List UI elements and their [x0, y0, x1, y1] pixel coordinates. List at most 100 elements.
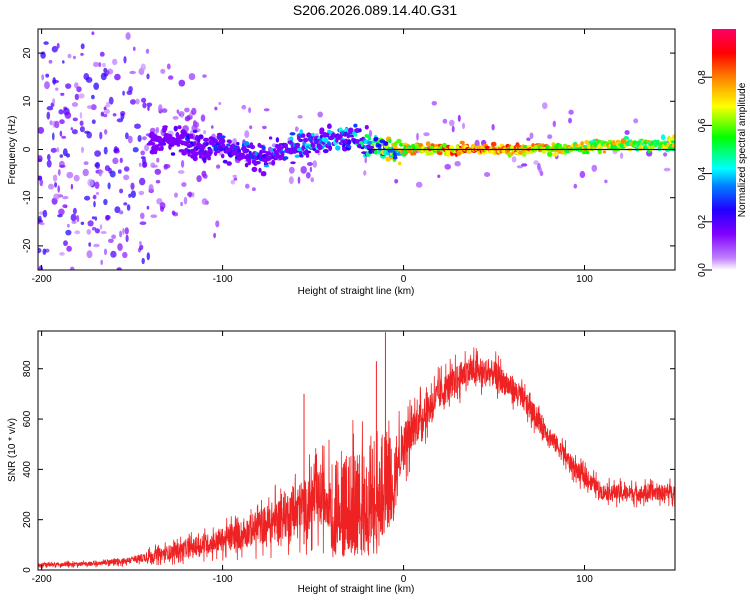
- colorbar-tick-label: 0.4: [697, 166, 708, 180]
- heatmap-noise-blob: [248, 107, 252, 114]
- heatmap-ridge-blob: [265, 151, 272, 156]
- heatmap-ridge-blob: [308, 135, 312, 142]
- snr-y-tick-label: 800: [22, 360, 33, 377]
- heatmap-ridge-blob: [418, 143, 424, 148]
- heatmap-noise-blob: [103, 248, 108, 256]
- colorbar-tick-label: 0.0: [697, 263, 708, 277]
- heatmap-ridge-blob: [300, 133, 306, 138]
- heatmap-noise-blob: [579, 170, 586, 179]
- heatmap-noise-blob: [93, 82, 100, 90]
- heatmap-noise-blob: [663, 167, 671, 172]
- heatmap-ridge-blob: [162, 125, 169, 129]
- heatmap-noise-blob: [140, 212, 145, 219]
- heatmap-noise-blob: [232, 174, 237, 178]
- heatmap-ridge-blob: [251, 166, 258, 173]
- heatmap-noise-blob: [529, 132, 534, 139]
- heatmap-ridge-blob: [283, 156, 289, 160]
- heatmap-ridge-blob: [656, 139, 660, 146]
- heatmap-ridge-blob: [347, 145, 352, 149]
- heatmap-noise-blob: [142, 136, 147, 141]
- heatmap-noise-blob: [140, 150, 145, 156]
- heatmap-noise-blob: [103, 146, 108, 155]
- heatmap-noise-blob: [132, 147, 139, 153]
- heatmap-noise-blob: [168, 75, 174, 80]
- heatmap-noise-blob: [72, 55, 76, 60]
- heatmap-ridge-blob: [327, 123, 332, 129]
- heatmap-ridge-blob: [244, 162, 249, 168]
- colorbar-ticks: 0.0 0.2 0.4 0.6 0.8: [697, 70, 712, 277]
- heatmap-noise-blob: [125, 32, 131, 40]
- heatmap-x-tick-label: 0: [401, 274, 407, 285]
- heatmap-noise-blob: [300, 166, 307, 174]
- heatmap-noise-blob: [52, 132, 55, 141]
- heatmap-ridge-blob: [360, 141, 364, 147]
- heatmap-ridge-blob: [192, 155, 198, 162]
- heatmap-ridge-blob: [198, 146, 205, 150]
- heatmap-noise-blob: [43, 41, 49, 45]
- heatmap-noise-blob: [59, 164, 66, 168]
- heatmap-noise-blob: [394, 179, 399, 184]
- heatmap-x-tick-label: 100: [576, 274, 593, 285]
- heatmap-ridge-blob: [289, 140, 293, 145]
- heatmap-noise-blob: [55, 87, 59, 91]
- heatmap-noise-blob: [78, 93, 85, 99]
- heatmap-ridge-blob: [666, 142, 671, 146]
- heatmap-ridge-blob: [335, 145, 341, 151]
- heatmap-ridge-blob: [173, 125, 178, 132]
- heatmap-ridge-blob: [521, 152, 527, 157]
- heatmap-y-tick-label: 20: [22, 47, 33, 59]
- heatmap-noise-blob: [288, 176, 294, 185]
- heatmap-noise-blob: [54, 182, 58, 188]
- heatmap-noise-blob: [99, 51, 105, 57]
- snr-x-ticks: -200 -100 0 100: [32, 331, 593, 585]
- page-title: S206.2026.089.14.40.G31: [292, 2, 458, 18]
- heatmap-ridge-blob: [254, 160, 261, 165]
- heatmap-noise-blob: [57, 169, 61, 176]
- heatmap-noise-blob: [127, 135, 133, 144]
- heatmap-noise-blob: [59, 130, 63, 137]
- heatmap-noise-blob: [108, 96, 114, 105]
- heatmap-noise-blob: [74, 93, 80, 101]
- heatmap-noise-blob: [155, 179, 161, 184]
- heatmap-noise-blob: [80, 52, 84, 56]
- heatmap-noise-blob: [62, 196, 69, 200]
- heatmap-ridge-blob: [490, 141, 497, 147]
- heatmap-ridge-blob: [442, 142, 447, 148]
- heatmap-noise-blob: [437, 174, 441, 178]
- heatmap-noise-blob: [51, 45, 58, 53]
- heatmap-noise-blob: [59, 154, 64, 158]
- heatmap-ridge-blob: [346, 132, 351, 139]
- heatmap-ridge-blob: [295, 142, 301, 147]
- heatmap-noise-blob: [84, 195, 91, 201]
- heatmap-ridge-blob: [202, 156, 207, 163]
- heatmap-ridge-blob: [307, 150, 311, 154]
- heatmap-noise-blob: [633, 118, 639, 124]
- heatmap-noise-blob: [49, 120, 53, 126]
- heatmap-ridge-blob: [526, 144, 532, 148]
- heatmap-ridge-blob: [213, 138, 218, 144]
- heatmap-ridge-blob: [170, 152, 176, 156]
- heatmap-ridge-blob: [160, 145, 164, 151]
- heatmap-noise-blob: [67, 53, 72, 59]
- heatmap-noise-blob: [84, 130, 90, 134]
- heatmap-ridge-blob: [181, 151, 187, 156]
- heatmap-noise-blob: [142, 163, 147, 168]
- heatmap-x-tick-label: -200: [32, 274, 52, 285]
- heatmap-ridge-blob: [643, 145, 648, 150]
- heatmap-noise-blob: [154, 168, 162, 175]
- heatmap-noise-blob: [54, 120, 60, 129]
- heatmap-noise-blob: [62, 60, 65, 64]
- heatmap-noise-blob: [163, 164, 168, 170]
- snr-frame: [37, 330, 676, 571]
- heatmap-ridge-blob: [149, 141, 156, 146]
- heatmap-noise-blob: [181, 160, 185, 168]
- heatmap-noise-blob: [178, 79, 186, 87]
- heatmap-noise-blob: [187, 192, 193, 197]
- heatmap-noise-blob: [100, 231, 107, 234]
- heatmap-noise-blob: [122, 251, 128, 259]
- heatmap-y-tick-label: 10: [22, 95, 33, 107]
- heatmap-ridge-blob: [383, 141, 389, 146]
- heatmap-noise-blob: [76, 215, 80, 222]
- heatmap-ridge-blob: [222, 159, 228, 164]
- heatmap-noise-blob: [76, 86, 82, 93]
